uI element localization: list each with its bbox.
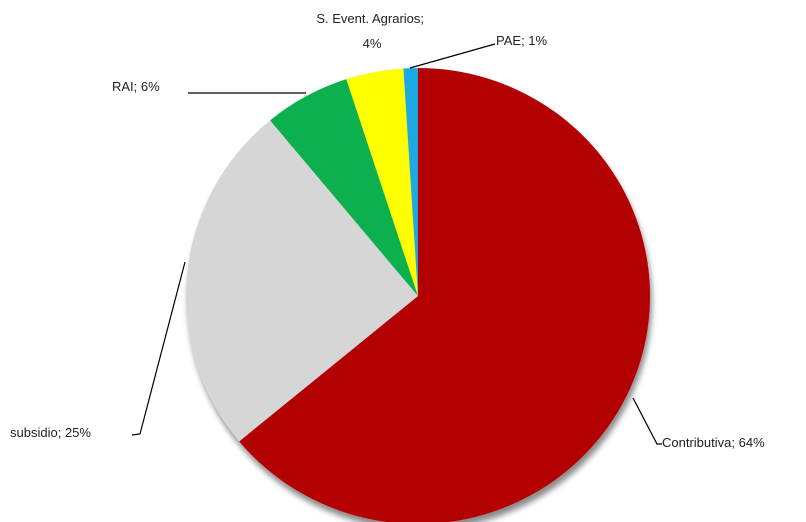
leader-line: [409, 43, 496, 69]
label-value: 4%: [363, 36, 382, 51]
label-separator: ;: [731, 435, 738, 450]
label-category: subsidio: [10, 425, 58, 440]
label-value: 6%: [141, 79, 160, 94]
leader-line: [632, 397, 662, 445]
label-category: Contributiva: [662, 435, 732, 450]
label-category: PAE: [496, 33, 521, 48]
pie-slice: [346, 68, 418, 296]
pie-slice: [186, 120, 418, 442]
label-separator: ;: [58, 425, 65, 440]
label-value: 64%: [739, 435, 765, 450]
label-value: 25%: [65, 425, 91, 440]
label-category: S. Event. Agrarios: [316, 11, 421, 26]
pie-slice: [239, 68, 650, 522]
label-category: RAI: [112, 79, 134, 94]
data-label: PAE; 1%: [496, 33, 548, 48]
label-separator: ;: [521, 33, 528, 48]
label-value: 1%: [528, 33, 547, 48]
data-label: S. Event. Agrarios; 4%: [316, 11, 427, 51]
leader-line: [131, 261, 186, 436]
data-label: subsidio; 25%: [10, 425, 91, 440]
data-label: RAI; 6%: [112, 79, 160, 94]
pie-slice: [403, 68, 418, 296]
label-separator: ;: [134, 79, 141, 94]
data-label: Contributiva; 64%: [662, 435, 765, 450]
pie: [186, 68, 650, 522]
pie-slice: [270, 79, 418, 296]
label-separator: ;: [420, 11, 427, 26]
